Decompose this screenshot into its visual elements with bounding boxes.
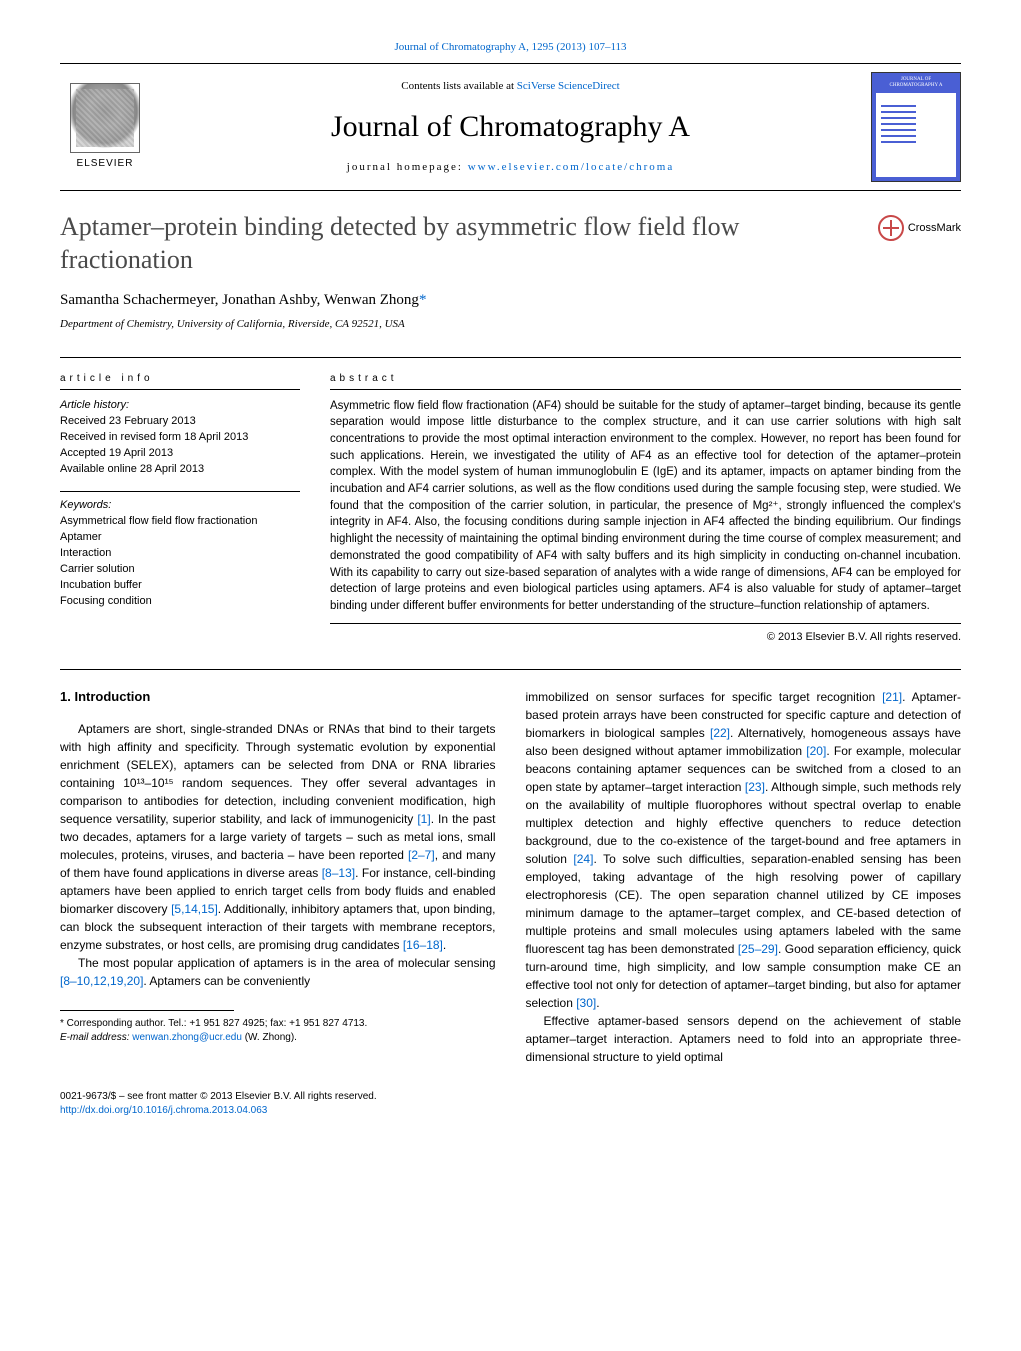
running-head: Journal of Chromatography A, 1295 (2013)… — [60, 40, 961, 55]
contents-prefix: Contents lists available at — [401, 80, 516, 92]
abstract-copyright: © 2013 Elsevier B.V. All rights reserved… — [330, 623, 961, 645]
text-run: The most popular application of aptamers… — [78, 956, 496, 970]
text-run: immobilized on sensor surfaces for speci… — [526, 690, 883, 704]
history-accepted: Accepted 19 April 2013 — [60, 446, 300, 462]
authors-text: Samantha Schachermeyer, Jonathan Ashby, … — [60, 292, 419, 308]
corresponding-footnote: * Corresponding author. Tel.: +1 951 827… — [60, 1017, 496, 1045]
homepage-prefix: journal homepage: — [347, 161, 468, 173]
elsevier-tree-icon — [70, 83, 140, 153]
intro-para-2: The most popular application of aptamers… — [60, 954, 496, 990]
header-center: Contents lists available at SciVerse Sci… — [150, 79, 871, 176]
keyword-item: Interaction — [60, 546, 300, 562]
crossmark-icon — [878, 215, 904, 241]
cover-title: JOURNAL OF CHROMATOGRAPHY A — [876, 77, 956, 88]
keywords-label: Keywords: — [60, 498, 300, 514]
keyword-item: Asymmetrical flow field flow fractionati… — [60, 514, 300, 530]
homepage-link[interactable]: www.elsevier.com/locate/chroma — [468, 161, 675, 173]
history-label: Article history: — [60, 398, 300, 414]
header-band: ELSEVIER Contents lists available at Sci… — [60, 63, 961, 191]
intro-para-1: Aptamers are short, single-stranded DNAs… — [60, 720, 496, 954]
text-run: . — [596, 996, 599, 1010]
article-info-heading: article info — [60, 372, 300, 390]
cover-body-graphic — [876, 93, 956, 177]
homepage-line: journal homepage: www.elsevier.com/locat… — [150, 160, 871, 175]
title-block: CrossMark Aptamer–protein binding detect… — [60, 211, 961, 332]
article-info-column: article info Article history: Received 2… — [60, 372, 300, 645]
running-head-link[interactable]: Journal of Chromatography A, 1295 (2013)… — [394, 41, 626, 53]
abstract-column: abstract Asymmetric flow field flow frac… — [330, 372, 961, 645]
email-link[interactable]: wenwan.zhong@ucr.edu — [132, 1032, 242, 1043]
crossmark-label: CrossMark — [908, 221, 961, 236]
body-column-right: immobilized on sensor surfaces for speci… — [526, 688, 962, 1066]
keyword-item: Aptamer — [60, 530, 300, 546]
keyword-item: Focusing condition — [60, 594, 300, 610]
page-footer: 0021-9673/$ – see front matter © 2013 El… — [60, 1090, 961, 1118]
text-run: Aptamers are short, single-stranded DNAs… — [60, 722, 496, 826]
citation-link[interactable]: [24] — [573, 852, 593, 866]
text-run: . Aptamers can be conveniently — [143, 974, 310, 988]
citation-link[interactable]: [8–13] — [322, 866, 355, 880]
keyword-item: Incubation buffer — [60, 578, 300, 594]
citation-link[interactable]: [5,14,15] — [171, 902, 218, 916]
citation-link[interactable]: [8–10,12,19,20] — [60, 974, 143, 988]
history-online: Available online 28 April 2013 — [60, 462, 300, 478]
intro-heading: 1. Introduction — [60, 688, 496, 706]
citation-link[interactable]: [30] — [576, 996, 596, 1010]
citation-link[interactable]: [23] — [745, 780, 765, 794]
citation-link[interactable]: [22] — [710, 726, 730, 740]
intro-para-4: Effective aptamer-based sensors depend o… — [526, 1012, 962, 1066]
body-column-left: 1. Introduction Aptamers are short, sing… — [60, 688, 496, 1066]
journal-cover-thumbnail: JOURNAL OF CHROMATOGRAPHY A — [871, 72, 961, 182]
doi-link[interactable]: http://dx.doi.org/10.1016/j.chroma.2013.… — [60, 1105, 267, 1116]
text-run: . — [443, 938, 446, 952]
email-suffix: (W. Zhong). — [242, 1032, 297, 1043]
paper-title: Aptamer–protein binding detected by asym… — [60, 211, 840, 276]
publisher-logo: ELSEVIER — [60, 77, 150, 177]
issn-line: 0021-9673/$ – see front matter © 2013 El… — [60, 1090, 961, 1104]
abstract-heading: abstract — [330, 372, 961, 390]
citation-link[interactable]: [20] — [806, 744, 826, 758]
sciencedirect-link[interactable]: SciVerse ScienceDirect — [517, 80, 620, 92]
affiliation: Department of Chemistry, University of C… — [60, 317, 961, 332]
email-label: E-mail address: — [60, 1032, 132, 1043]
info-abstract-row: article info Article history: Received 2… — [60, 357, 961, 645]
citation-link[interactable]: [25–29] — [738, 942, 778, 956]
text-run: . To solve such difficulties, separation… — [526, 852, 962, 956]
publisher-name: ELSEVIER — [77, 157, 134, 171]
abstract-text: Asymmetric flow field flow fractionation… — [330, 398, 961, 615]
citation-link[interactable]: [2–7] — [408, 848, 435, 862]
intro-para-3: immobilized on sensor surfaces for speci… — [526, 688, 962, 1012]
keyword-item: Carrier solution — [60, 562, 300, 578]
corr-contact: * Corresponding author. Tel.: +1 951 827… — [60, 1017, 496, 1031]
keywords-block: Keywords: Asymmetrical flow field flow f… — [60, 491, 300, 610]
footnote-separator — [60, 1010, 234, 1017]
history-revised: Received in revised form 18 April 2013 — [60, 430, 300, 446]
authors-line: Samantha Schachermeyer, Jonathan Ashby, … — [60, 290, 961, 311]
contents-line: Contents lists available at SciVerse Sci… — [150, 79, 871, 94]
citation-link[interactable]: [21] — [882, 690, 902, 704]
history-received: Received 23 February 2013 — [60, 414, 300, 430]
body-columns: 1. Introduction Aptamers are short, sing… — [60, 669, 961, 1066]
crossmark-badge[interactable]: CrossMark — [878, 215, 961, 241]
journal-name: Journal of Chromatography A — [150, 106, 871, 148]
article-history: Article history: Received 23 February 20… — [60, 398, 300, 478]
citation-link[interactable]: [16–18] — [403, 938, 443, 952]
citation-link[interactable]: [1] — [417, 812, 430, 826]
corresponding-mark: * — [419, 292, 427, 308]
